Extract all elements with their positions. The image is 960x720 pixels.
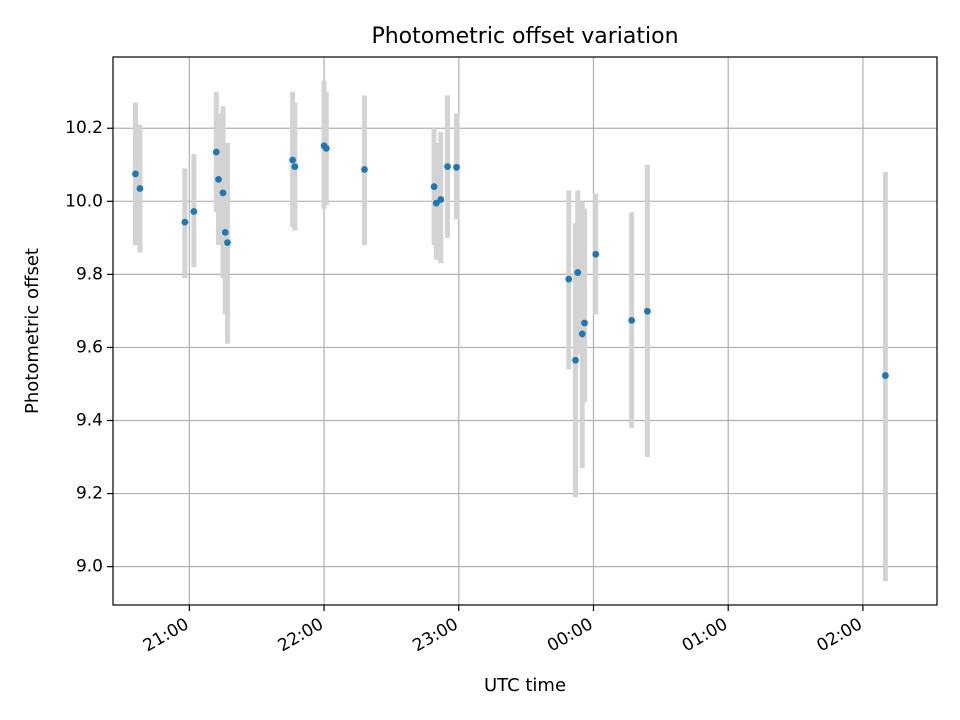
data-point bbox=[578, 330, 586, 338]
x-axis-label: UTC time bbox=[484, 675, 566, 696]
data-point bbox=[581, 319, 588, 327]
data-point bbox=[190, 208, 198, 215]
data-point bbox=[437, 196, 445, 203]
data-point bbox=[444, 163, 451, 171]
data-point bbox=[322, 144, 330, 152]
y-tick-label: 9.6 bbox=[76, 337, 103, 357]
data-point bbox=[881, 372, 889, 379]
y-tick-label: 9.2 bbox=[76, 484, 103, 504]
data-point bbox=[219, 189, 227, 197]
y-tick-label: 9.8 bbox=[76, 264, 103, 284]
data-point bbox=[430, 183, 438, 191]
data-point bbox=[181, 218, 189, 226]
data-point bbox=[628, 317, 636, 324]
data-point bbox=[289, 156, 297, 164]
data-point bbox=[572, 356, 579, 364]
plot-area bbox=[113, 57, 937, 605]
y-tick-label: 9.4 bbox=[76, 411, 103, 431]
data-point bbox=[453, 163, 460, 171]
data-point bbox=[592, 250, 600, 258]
data-point bbox=[361, 166, 368, 173]
data-points bbox=[132, 142, 889, 379]
data-point bbox=[643, 307, 651, 315]
data-point bbox=[221, 228, 229, 236]
data-point bbox=[212, 148, 220, 156]
data-point bbox=[136, 185, 144, 192]
data-point bbox=[224, 239, 231, 246]
y-tick-label: 10.2 bbox=[65, 118, 103, 138]
y-tick-label: 9.0 bbox=[76, 557, 103, 577]
chart-title: Photometric offset variation bbox=[371, 24, 678, 49]
data-point bbox=[432, 199, 440, 207]
data-point bbox=[565, 275, 573, 283]
y-tick-label: 10.0 bbox=[65, 191, 103, 211]
data-point bbox=[574, 269, 582, 276]
plot-frame bbox=[112, 56, 938, 606]
data-point bbox=[132, 170, 139, 178]
y-axis-label: Photometric offset bbox=[22, 248, 43, 414]
data-point bbox=[215, 175, 222, 183]
data-point bbox=[291, 163, 299, 171]
